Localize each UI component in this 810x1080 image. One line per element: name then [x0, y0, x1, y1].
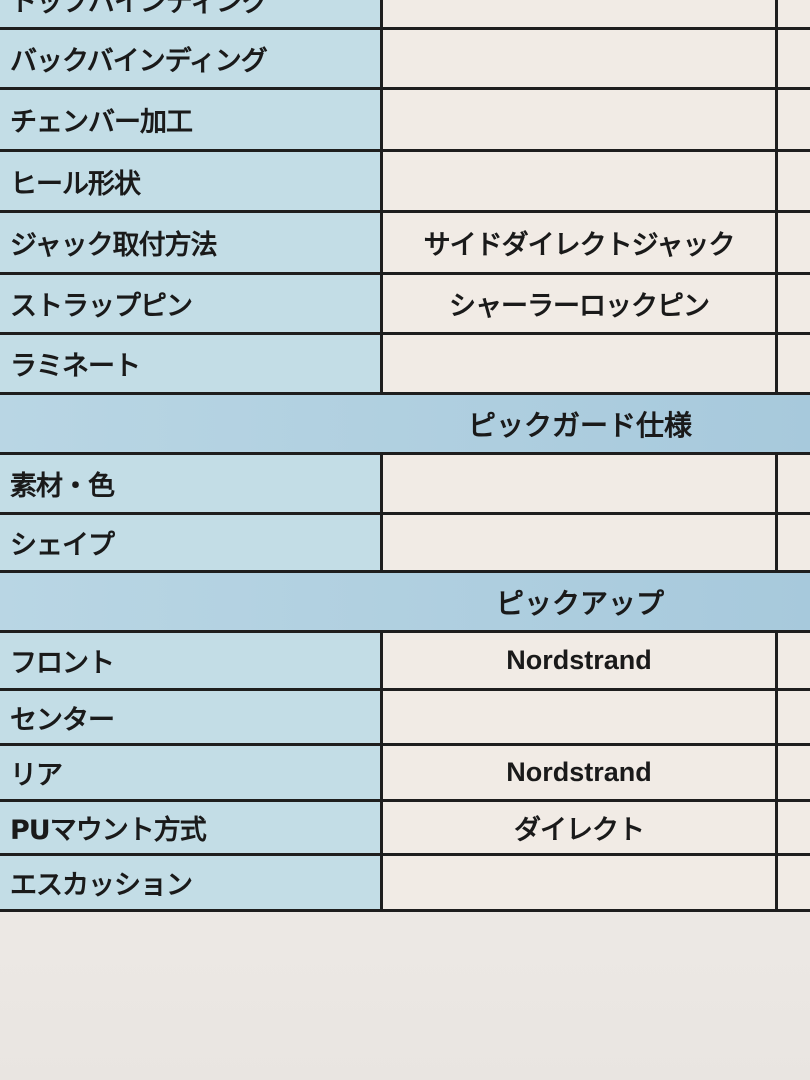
row-value [383, 515, 778, 570]
table-row: 素材・色 [0, 455, 810, 515]
row-label: バックバインディング [0, 30, 383, 87]
row-value: シャーラーロックピン [383, 275, 778, 332]
row-label: チェンバー加工 [0, 90, 383, 149]
row-value [383, 691, 778, 743]
row-value: Nordstrand [383, 746, 778, 799]
row-value [383, 90, 778, 149]
row-label: トップバインディング [0, 0, 383, 27]
section-header-pickup: ピックアップ [0, 573, 810, 633]
row-value: サイドダイレクトジャック [383, 213, 778, 272]
row-value [383, 455, 778, 512]
table-row: ラミネート [0, 335, 810, 395]
row-value [383, 856, 778, 909]
row-label: センター [0, 691, 383, 743]
row-label: エスカッション [0, 856, 383, 909]
table-row: ジャック取付方法 サイドダイレクトジャック [0, 213, 810, 275]
row-label: ジャック取付方法 [0, 213, 383, 272]
table-row: チェンバー加工 [0, 90, 810, 152]
row-value [383, 30, 778, 87]
table-row: ストラップピン シャーラーロックピン [0, 275, 810, 335]
table-row: PUマウント方式 ダイレクト [0, 802, 810, 856]
row-value: ダイレクト [383, 802, 778, 853]
table-row: エスカッション [0, 856, 810, 912]
row-value [383, 335, 778, 392]
row-label: シェイプ [0, 515, 383, 570]
section-title: ピックアップ [495, 586, 664, 620]
row-label: PUマウント方式 [0, 802, 383, 853]
table-row: バックバインディング [0, 30, 810, 90]
row-label: フロント [0, 633, 383, 688]
row-label: ヒール形状 [0, 152, 383, 210]
row-label: ストラップピン [0, 275, 383, 332]
row-label: ラミネート [0, 335, 383, 392]
row-label: 素材・色 [0, 455, 383, 512]
table-row: ヒール形状 [0, 152, 810, 213]
table-row: シェイプ [0, 515, 810, 573]
table-row: センター [0, 691, 810, 746]
table-row: フロント Nordstrand [0, 633, 810, 691]
row-value [383, 0, 778, 27]
table-row: トップバインディング [0, 0, 810, 30]
table-row: リア Nordstrand [0, 746, 810, 802]
row-label: リア [0, 746, 383, 799]
section-title: ピックガード仕様 [467, 408, 692, 442]
row-value [383, 152, 778, 210]
section-header-pickguard: ピックガード仕様 [0, 395, 810, 455]
row-value: Nordstrand [383, 633, 778, 688]
